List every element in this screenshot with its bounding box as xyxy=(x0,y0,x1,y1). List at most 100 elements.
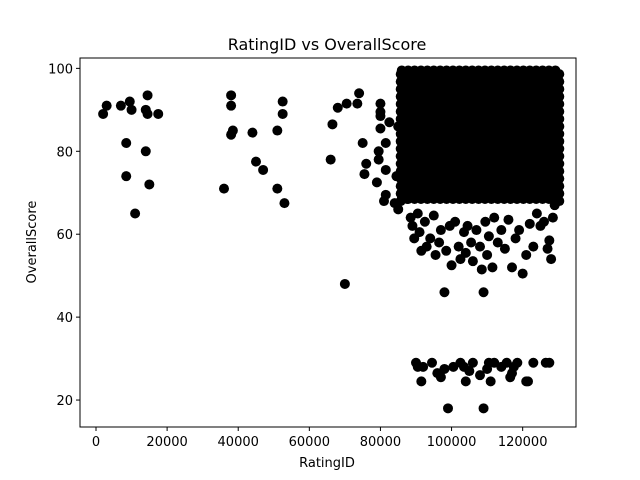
data-point xyxy=(528,241,539,252)
data-point xyxy=(419,216,430,227)
x-tick-label: 20000 xyxy=(146,435,187,450)
data-point xyxy=(251,156,261,167)
data-point xyxy=(359,169,370,180)
cluster-edge-point xyxy=(554,99,565,110)
data-point xyxy=(226,90,237,101)
dense-point-cluster xyxy=(395,65,565,207)
data-point xyxy=(450,216,461,227)
data-point xyxy=(523,376,533,387)
cluster-edge-point xyxy=(554,69,565,80)
data-point xyxy=(478,287,489,298)
data-point xyxy=(467,256,478,267)
dense-cluster-area xyxy=(401,68,559,202)
data-point xyxy=(499,243,510,254)
y-tick-label: 80 xyxy=(56,145,73,160)
cluster-edge-point xyxy=(554,106,565,117)
data-point xyxy=(339,278,350,289)
data-point xyxy=(121,137,132,148)
data-point xyxy=(414,227,425,238)
y-tick-label: 40 xyxy=(56,311,73,326)
data-point xyxy=(539,216,549,227)
data-point xyxy=(428,210,439,221)
cluster-edge-point xyxy=(554,76,565,87)
data-point xyxy=(434,237,445,248)
cluster-edge-point xyxy=(554,173,565,184)
data-point xyxy=(219,183,229,194)
data-point xyxy=(443,403,453,414)
cluster-edge-point xyxy=(554,136,565,147)
cluster-edge-point xyxy=(395,136,406,147)
data-point xyxy=(144,179,155,190)
data-point xyxy=(407,220,418,231)
x-tick-label: 120000 xyxy=(498,435,548,450)
data-point xyxy=(226,100,237,111)
cluster-edge-point xyxy=(395,91,406,102)
data-point xyxy=(153,108,164,119)
data-point xyxy=(503,214,514,225)
data-point xyxy=(393,204,404,215)
y-tick-label: 100 xyxy=(48,62,73,77)
plot-frame xyxy=(79,57,577,428)
data-point xyxy=(524,218,535,229)
x-tick-label: 0 xyxy=(92,435,100,450)
y-tick-label: 60 xyxy=(56,228,73,243)
data-point xyxy=(446,260,457,271)
data-point xyxy=(279,198,290,209)
data-point xyxy=(272,125,283,136)
data-point xyxy=(402,193,413,204)
cluster-edge-point xyxy=(554,151,565,162)
data-point xyxy=(462,220,473,231)
chart-title: RatingID vs OverallScore xyxy=(228,35,427,54)
data-point xyxy=(489,212,500,223)
cluster-edge-point xyxy=(395,106,406,117)
data-point xyxy=(512,357,523,368)
y-axis-label: OverallScore xyxy=(25,201,40,284)
data-point xyxy=(482,249,493,260)
data-point xyxy=(375,98,386,109)
cluster-edge-point xyxy=(554,113,565,124)
data-point xyxy=(115,100,126,111)
cluster-edge-point xyxy=(554,143,565,154)
data-point xyxy=(391,171,402,182)
data-point xyxy=(357,137,368,148)
data-point xyxy=(471,225,482,236)
data-point xyxy=(544,235,555,246)
data-point xyxy=(546,254,557,265)
cluster-edge-point xyxy=(554,181,565,192)
data-point xyxy=(435,225,446,236)
data-point xyxy=(485,376,496,387)
data-point xyxy=(425,233,436,244)
data-point xyxy=(101,100,112,111)
data-point xyxy=(124,96,135,107)
cluster-edge-point xyxy=(395,181,406,192)
cluster-edge-point xyxy=(554,121,565,132)
data-point xyxy=(547,212,558,223)
data-point xyxy=(439,363,450,374)
cluster-edge-point xyxy=(395,84,406,95)
data-point xyxy=(375,106,386,117)
data-point xyxy=(439,287,450,298)
data-point xyxy=(544,357,555,368)
data-point xyxy=(380,137,391,148)
cluster-edge-point xyxy=(554,158,565,169)
data-point xyxy=(341,98,352,109)
cluster-edge-point xyxy=(554,166,565,177)
data-point xyxy=(480,216,491,227)
data-point xyxy=(277,96,288,107)
data-point xyxy=(258,164,269,175)
data-point xyxy=(380,164,391,175)
data-point xyxy=(467,357,478,368)
data-point xyxy=(140,146,151,157)
data-point xyxy=(121,171,132,182)
data-point xyxy=(453,241,464,252)
data-points xyxy=(98,88,560,414)
data-point xyxy=(441,245,452,256)
data-point xyxy=(416,376,427,387)
data-point xyxy=(466,237,477,248)
x-tick-label: 60000 xyxy=(289,435,330,450)
data-point xyxy=(510,233,521,244)
data-point xyxy=(142,108,153,119)
data-point xyxy=(352,98,363,109)
data-point xyxy=(478,403,489,414)
y-tick-label: 20 xyxy=(56,394,73,409)
